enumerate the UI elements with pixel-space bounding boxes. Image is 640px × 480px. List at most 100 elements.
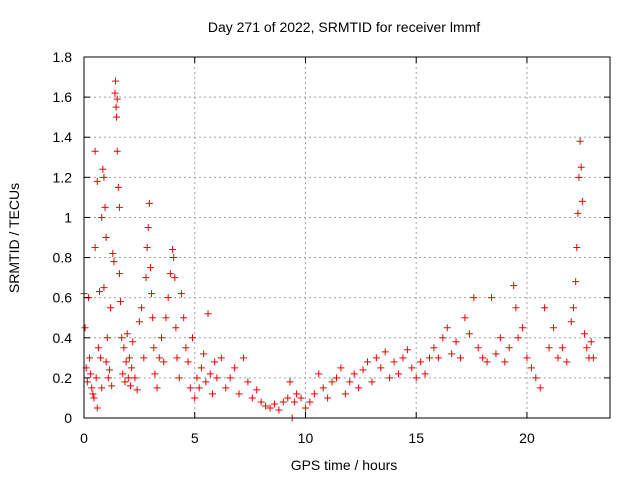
data-point xyxy=(175,374,183,382)
data-point xyxy=(439,334,447,342)
data-point xyxy=(90,394,98,402)
data-point xyxy=(99,165,107,173)
data-point xyxy=(92,374,100,382)
data-point xyxy=(412,374,420,382)
data-point xyxy=(211,358,219,366)
y-tick-label: 0.8 xyxy=(53,250,73,266)
data-point xyxy=(474,344,482,352)
data-point xyxy=(121,378,129,386)
data-point xyxy=(488,294,496,302)
y-tick-label: 0.4 xyxy=(53,330,73,346)
data-point xyxy=(189,334,197,342)
data-point xyxy=(143,244,151,252)
data-point xyxy=(563,358,571,366)
data-point xyxy=(284,394,292,402)
data-point xyxy=(523,354,531,362)
data-point xyxy=(286,378,294,386)
data-point xyxy=(510,282,518,290)
data-points xyxy=(80,77,597,422)
data-point xyxy=(171,274,179,282)
data-point xyxy=(217,354,225,362)
data-point xyxy=(328,378,336,386)
data-point xyxy=(248,394,256,402)
data-point xyxy=(103,334,111,342)
data-point xyxy=(492,350,500,358)
data-point xyxy=(310,390,318,398)
data-point xyxy=(113,95,121,103)
data-point xyxy=(146,264,154,272)
data-point xyxy=(244,378,252,386)
data-point xyxy=(129,338,137,346)
data-point xyxy=(160,358,168,366)
data-point xyxy=(162,314,170,322)
x-tick-label: 5 xyxy=(191,430,199,446)
data-point xyxy=(180,314,188,322)
data-point xyxy=(558,344,566,352)
data-point xyxy=(177,290,185,298)
y-tick-label: 0 xyxy=(64,410,72,426)
data-point xyxy=(118,334,126,342)
data-point xyxy=(346,378,354,386)
data-point xyxy=(319,384,327,392)
data-point xyxy=(434,354,442,362)
data-point xyxy=(253,386,261,394)
data-point xyxy=(421,370,429,378)
data-point xyxy=(587,338,595,346)
data-point xyxy=(170,254,178,262)
data-point xyxy=(270,400,278,408)
data-point xyxy=(575,173,583,181)
x-tick-label: 20 xyxy=(519,430,535,446)
y-tick-label: 0.2 xyxy=(53,370,73,386)
data-point xyxy=(115,203,123,211)
data-point xyxy=(301,404,309,412)
data-point xyxy=(145,199,153,207)
data-point xyxy=(111,89,119,97)
data-point xyxy=(581,330,589,338)
data-point xyxy=(131,374,139,382)
data-point xyxy=(417,358,425,366)
chart-title: Day 271 of 2022, SRMTID for receiver lmm… xyxy=(208,19,480,35)
plot-frame xyxy=(83,56,611,419)
grid-lines xyxy=(84,57,610,418)
data-point xyxy=(91,244,99,252)
y-tick-label: 1.4 xyxy=(53,129,73,145)
x-tick-label: 10 xyxy=(298,430,314,446)
y-tick-label: 1 xyxy=(64,209,72,225)
data-point xyxy=(554,354,562,362)
data-point xyxy=(150,344,158,352)
data-point xyxy=(576,137,584,145)
data-point xyxy=(123,330,131,338)
data-point xyxy=(359,366,367,374)
data-point xyxy=(483,358,491,366)
data-point xyxy=(505,344,513,352)
data-point xyxy=(127,382,135,390)
data-point xyxy=(470,294,478,302)
data-point xyxy=(112,103,120,111)
x-tick-label: 0 xyxy=(80,430,88,446)
data-point xyxy=(589,354,597,362)
data-point xyxy=(235,390,243,398)
data-point xyxy=(148,290,156,298)
data-point xyxy=(213,374,221,382)
data-point xyxy=(125,354,133,362)
data-point xyxy=(390,358,398,366)
data-point xyxy=(197,364,205,372)
y-axis-label: SRMTID / TECUs xyxy=(6,183,22,293)
data-point xyxy=(193,374,201,382)
data-point xyxy=(363,358,371,366)
data-point xyxy=(206,370,214,378)
data-point xyxy=(142,274,150,282)
data-point xyxy=(135,318,143,326)
data-point xyxy=(408,364,416,372)
data-point xyxy=(102,234,110,241)
data-point xyxy=(200,350,208,358)
data-point xyxy=(443,324,451,332)
data-point xyxy=(113,113,121,121)
data-point xyxy=(88,384,96,392)
data-point xyxy=(81,324,89,332)
data-point xyxy=(381,348,389,356)
y-tick-label: 0.6 xyxy=(53,290,73,306)
data-point xyxy=(100,173,108,181)
data-point xyxy=(202,378,210,386)
data-point xyxy=(519,324,527,332)
